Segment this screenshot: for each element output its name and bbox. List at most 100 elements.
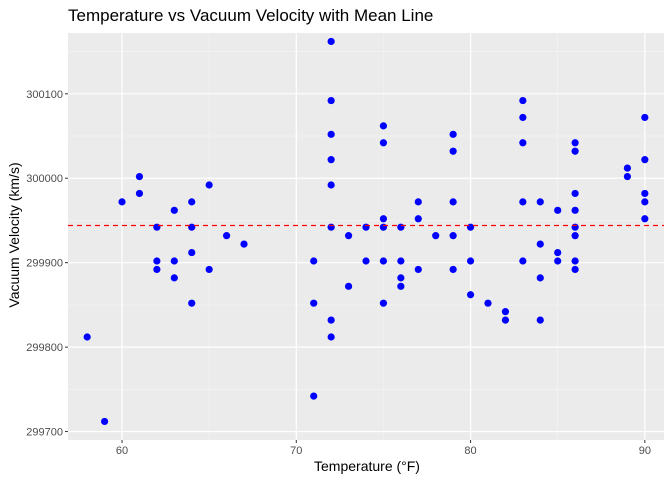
data-point [641, 156, 649, 164]
data-point [449, 130, 457, 138]
data-point [310, 257, 318, 265]
data-point [571, 257, 579, 265]
data-point [327, 156, 335, 164]
data-point [310, 299, 318, 307]
x-tick-label: 60 [116, 445, 128, 457]
data-point [397, 223, 405, 231]
data-point [623, 164, 632, 172]
data-point [536, 316, 544, 324]
x-axis-ticks: 60 70 80 90 [116, 440, 651, 457]
data-point [623, 172, 632, 181]
data-point [379, 215, 388, 223]
data-point [466, 223, 475, 231]
data-point [397, 282, 405, 290]
data-point [466, 291, 475, 299]
data-point [327, 130, 335, 138]
y-tick-label: 299800 [26, 342, 63, 354]
data-point [205, 265, 213, 274]
data-point [519, 96, 527, 105]
data-point [554, 248, 562, 257]
data-point [641, 189, 649, 198]
data-point [100, 417, 109, 426]
data-point [414, 265, 422, 274]
y-axis-title: Vacuum Velocity (km/s) [6, 162, 22, 307]
data-point [536, 274, 544, 282]
data-point [344, 282, 353, 290]
data-point [432, 232, 440, 240]
data-point [327, 37, 335, 46]
data-point [153, 265, 161, 274]
data-point [449, 147, 457, 155]
data-point [362, 257, 370, 265]
data-point [310, 392, 318, 400]
data-point [118, 198, 126, 206]
data-point [379, 223, 388, 231]
data-point [571, 147, 579, 155]
data-point [449, 232, 457, 240]
data-point [362, 223, 370, 231]
data-point [135, 189, 144, 198]
data-point [571, 206, 579, 214]
data-point [571, 265, 579, 274]
data-point [135, 172, 144, 181]
data-point [519, 257, 527, 265]
data-point [641, 198, 649, 206]
data-point [554, 257, 562, 265]
data-point [484, 299, 492, 307]
data-point [240, 240, 248, 248]
x-tick-label: 80 [464, 445, 476, 457]
x-tick-label: 70 [290, 445, 302, 457]
data-point [519, 198, 527, 206]
data-point [641, 215, 649, 223]
plot-panel [68, 33, 664, 440]
data-point [222, 232, 231, 240]
x-tick-label: 90 [639, 445, 651, 457]
y-tick-label: 299900 [26, 258, 63, 270]
data-point [344, 232, 353, 240]
data-point [153, 257, 161, 265]
data-point [327, 316, 335, 324]
data-point [397, 274, 405, 282]
data-point [466, 257, 475, 265]
data-point [536, 198, 544, 206]
minor-gridlines [68, 33, 664, 440]
data-point [571, 232, 579, 240]
data-point [449, 265, 457, 274]
data-point [397, 257, 405, 265]
data-point [571, 223, 579, 231]
data-point [188, 198, 196, 206]
data-point [501, 308, 510, 316]
data-point [170, 274, 178, 282]
data-point [188, 248, 196, 257]
data-point [554, 206, 562, 214]
data-point [379, 257, 388, 265]
data-point [519, 113, 527, 122]
data-point [379, 139, 388, 147]
y-axis-ticks: 299700 299800 299900 300000 300100 [26, 89, 68, 439]
data-point [414, 215, 422, 223]
data-points [83, 37, 649, 426]
data-point [327, 333, 335, 341]
data-point [83, 333, 91, 341]
data-point [205, 181, 213, 189]
data-point [571, 189, 579, 198]
data-point [170, 257, 178, 265]
data-point [379, 122, 388, 130]
y-tick-label: 299700 [26, 427, 63, 439]
data-point [188, 299, 196, 307]
data-point [327, 223, 335, 231]
data-point [536, 240, 544, 248]
x-axis-title: Temperature (°F) [314, 458, 420, 474]
data-point [571, 139, 579, 147]
data-point [188, 223, 196, 231]
data-point [327, 181, 335, 189]
data-point [414, 198, 422, 206]
data-point [170, 206, 178, 214]
data-point [153, 223, 161, 231]
data-point [379, 299, 388, 307]
chart-title: Temperature vs Vacuum Velocity with Mean… [68, 6, 433, 25]
data-point [519, 139, 527, 147]
data-point [501, 316, 510, 324]
y-tick-label: 300100 [26, 89, 63, 101]
